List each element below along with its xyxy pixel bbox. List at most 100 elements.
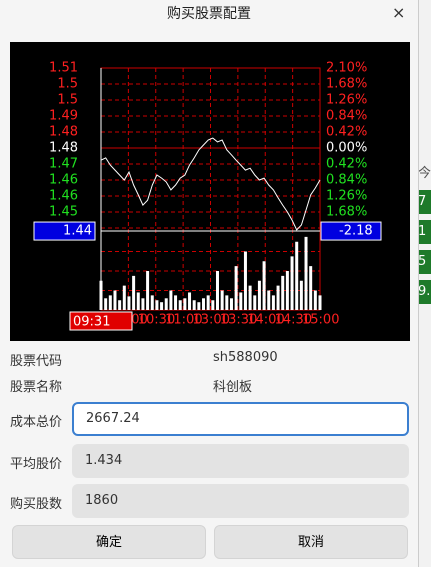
right-tick-label: 1.68% [326, 77, 367, 92]
left-tick-label: 1.5 [57, 77, 78, 92]
volume-bar [197, 302, 201, 310]
left-tick-label: 1.5 [57, 93, 78, 108]
volume-bar [202, 298, 206, 310]
volume-bar [243, 251, 247, 310]
left-tick-label: 1.48 [49, 141, 78, 156]
cursor-time: 09:31 [73, 315, 110, 330]
cursor-price: 1.44 [63, 224, 92, 239]
volume-bar [122, 285, 126, 310]
volume-bar [174, 295, 178, 310]
right-tick-label: 0.00% [326, 141, 367, 156]
volume-bar [290, 256, 294, 310]
right-tick-label: 1.26% [326, 93, 367, 108]
volume-bar [127, 296, 131, 310]
cursor-pct-box [320, 221, 382, 241]
left-tick-label: 1.45 [49, 205, 78, 220]
field-value: sh588090 [213, 350, 278, 365]
volume-bar [253, 295, 257, 310]
volume-bar [267, 290, 271, 310]
left-tick-label: 1.49 [49, 109, 78, 124]
input[interactable]: 2667.24 [72, 402, 409, 436]
volume-bar [248, 285, 252, 310]
volume-bar [104, 298, 108, 310]
volume-bar [164, 298, 168, 310]
right-tick-label: 0.42% [326, 157, 367, 172]
volume-bar [225, 295, 229, 310]
bg-cell: 1 [418, 220, 431, 244]
field-value: 科创板 [213, 380, 253, 395]
close-button[interactable]: × [392, 3, 406, 22]
bg-cell: 9. [418, 280, 431, 304]
right-tick-label: 1.68% [326, 205, 367, 220]
volume-bar [318, 295, 322, 310]
dialog-title: 购买股票配置 [167, 6, 251, 22]
field-label: 股票名称 [10, 380, 63, 395]
volume-bar [132, 275, 136, 310]
left-tick-label: 1.46 [49, 173, 78, 188]
volume-bar [299, 280, 303, 310]
ok-button[interactable]: 确定 [12, 525, 206, 559]
input[interactable]: 1860 [72, 484, 409, 518]
left-tick-label: 1.48 [49, 125, 78, 140]
x-tick-label: 14:00 [247, 313, 284, 328]
volume-bar [295, 241, 299, 310]
volume-bar [178, 300, 182, 310]
volume-bar [155, 300, 159, 310]
volume-bar [113, 290, 117, 310]
bg-cell: 5 [418, 250, 431, 274]
volume-bar [229, 298, 233, 310]
chart: 2.10% 1.51 1.68% 1.5 1.26% 1.5 0.84% 1.49 0.42% 1… [10, 42, 410, 341]
volume-bar [160, 302, 164, 310]
volume-bar [285, 271, 289, 310]
price-line [100, 137, 321, 231]
volume-bar [211, 300, 215, 310]
dialog: 购买股票配置 × 2.10% 1.51 1.68% 1.5 1.26% 1.5 0.84% 1… [10, 0, 419, 567]
volume-bar [257, 280, 261, 310]
input-label: 平均股价 [10, 457, 63, 472]
bg-cell: 今 [418, 166, 431, 181]
bg-cell: 7 [418, 190, 431, 214]
volume-bar [281, 275, 285, 310]
volume-bar [169, 290, 173, 310]
background-window: 今 7 1 5 9. [418, 158, 431, 308]
volume-bar [234, 266, 238, 310]
right-tick-label: 0.42% [326, 125, 367, 140]
cancel-button[interactable]: 取消 [214, 525, 408, 559]
input[interactable]: 1.434 [72, 444, 409, 478]
right-tick-label: 0.84% [326, 109, 367, 124]
volume-bar [271, 295, 275, 310]
volume-bar [276, 285, 280, 310]
volume-bar [136, 292, 140, 310]
x-tick-label: 13:30 [220, 313, 257, 328]
volume-bar [262, 261, 266, 310]
cursor-pct: -2.18 [339, 224, 373, 239]
right-tick-label: 1.26% [326, 189, 367, 204]
cursor-time-box [69, 311, 133, 331]
volume-bar [150, 295, 154, 310]
input-label: 购买股数 [10, 497, 63, 512]
x-tick-label: 15:00 [302, 313, 339, 328]
field-label: 股票代码 [10, 354, 63, 369]
volume-bar [108, 295, 112, 310]
left-tick-label: 1.51 [49, 61, 78, 76]
volume-bar [304, 236, 308, 310]
right-tick-label: 2.10% [326, 61, 367, 76]
right-tick-label: 0.84% [326, 173, 367, 188]
input-label: 成本总价 [10, 415, 63, 430]
volume-bar [146, 271, 150, 310]
x-tick-label: 10:30 [138, 313, 175, 328]
volume-bar [141, 298, 145, 310]
volume-bar [215, 271, 219, 310]
volume-bar [309, 266, 313, 310]
volume-bar [183, 298, 187, 310]
volume-bar [118, 300, 122, 310]
cursor-price-box [33, 221, 96, 241]
volume-bar [192, 300, 196, 310]
left-tick-label: 1.46 [49, 189, 78, 204]
volume-bar [220, 290, 224, 310]
x-tick-label: 11:00 [165, 313, 202, 328]
x-tick-label: 14:30 [275, 313, 312, 328]
volume-bar [239, 292, 243, 310]
volume-bar [206, 295, 210, 310]
